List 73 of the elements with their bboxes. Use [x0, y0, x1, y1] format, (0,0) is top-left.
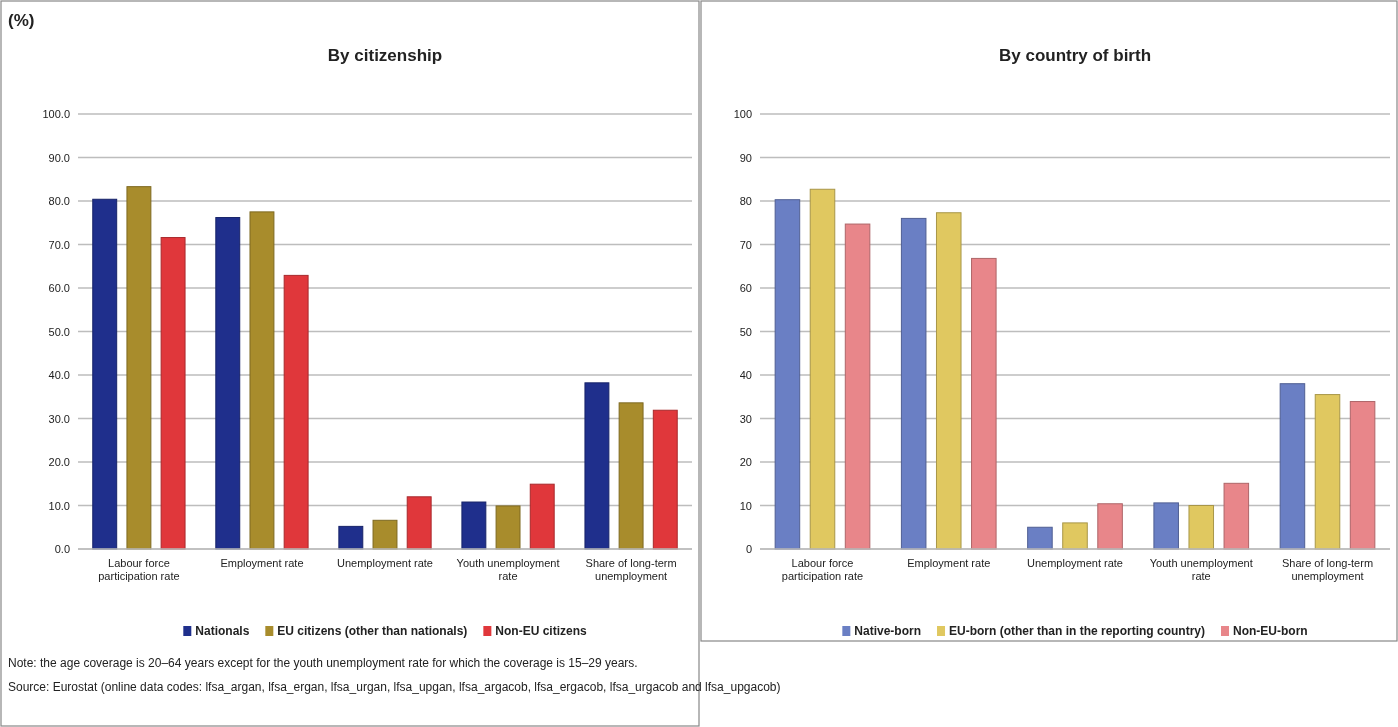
bar [495, 505, 521, 550]
x-tick-label: Youth unemployment rate [456, 556, 560, 583]
y-tick-label: 50.0 [48, 325, 70, 338]
legend-label: EU-born (other than in the reporting country) [949, 624, 1206, 638]
bar [1188, 505, 1215, 550]
bar [1314, 394, 1341, 550]
bar [160, 237, 186, 550]
legend-label: Nationals [195, 624, 250, 638]
y-tick-label: 30 [739, 412, 752, 425]
bar [1153, 502, 1179, 550]
bar [529, 483, 555, 550]
bar [126, 186, 152, 550]
legend-label: Native-born [854, 624, 922, 638]
bar [1097, 503, 1123, 550]
x-tick-label: Youth unemployment rate [1149, 556, 1253, 583]
bar [249, 211, 275, 550]
y-tick-label: 40.0 [48, 369, 70, 382]
y-tick-label: 90.0 [48, 151, 70, 164]
chart-title: By citizenship [327, 46, 443, 65]
bar [461, 501, 487, 550]
bar [809, 188, 836, 550]
legend-label: Non-EU citizens [495, 624, 588, 638]
x-tick-label: Share of long-term unemployment [1281, 556, 1374, 583]
y-tick-label: 90 [739, 151, 752, 164]
y-tick-label: 50 [739, 325, 752, 338]
y-tick-label: 0.0 [54, 543, 70, 556]
bar [971, 257, 997, 550]
bar [283, 274, 309, 550]
bar [1349, 401, 1376, 550]
x-tick-label: Unemployment rate [1027, 556, 1123, 569]
bar [92, 198, 118, 550]
legend-label: EU citizens (other than nationals) [277, 624, 468, 638]
x-tick-label: Labour force participation rate [98, 556, 180, 583]
bar [372, 519, 398, 550]
y-tick-label: 0 [745, 543, 752, 556]
y-tick-label: 100 [733, 108, 752, 121]
bar [1223, 482, 1250, 550]
bar [584, 382, 610, 550]
bar [935, 212, 962, 550]
bar [618, 402, 644, 550]
bar [774, 199, 801, 550]
source-note: Source: Eurostat (online data codes: lfsa_argan, lfsa_ergan, lfsa_urgan, lfsa_upgan, lfsa_argacob, lfsa_ergacob, lfsa_urgacob and lfsa_upgacob) [8, 680, 781, 694]
y-tick-label: 80.0 [48, 195, 70, 208]
bar [900, 217, 927, 550]
y-tick-label: 80 [739, 195, 752, 208]
chart-title: By country of birth [998, 46, 1152, 65]
y-tick-label: 100.0 [42, 108, 70, 121]
y-tick-label: 60 [739, 282, 752, 295]
y-tick-label: 20 [739, 456, 752, 469]
bar [652, 409, 678, 550]
y-tick-label: 10.0 [48, 499, 70, 512]
x-tick-label: Employment rate [907, 556, 991, 569]
y-tick-label: 70.0 [48, 238, 70, 251]
y-tick-label: 30.0 [48, 412, 70, 425]
bar [406, 496, 432, 550]
x-tick-label: Employment rate [220, 556, 304, 569]
bar [1279, 383, 1306, 550]
y-tick-label: 20.0 [48, 456, 70, 469]
bar [844, 223, 871, 550]
x-tick-label: Labour force participation rate [781, 556, 864, 583]
bar [215, 217, 241, 550]
y-tick-label: 40 [739, 369, 752, 382]
text: Note: the age coverage is 20–64 years except for the youth unemployment rate for which the coverage is 15–29 years. [8, 656, 638, 670]
y-axis-title: (%) [8, 11, 35, 30]
legend-label: Non-EU-born [1233, 624, 1308, 638]
x-tick-label: Unemployment rate [337, 556, 433, 569]
bar [1027, 526, 1053, 550]
y-tick-label: 60.0 [48, 282, 70, 295]
bar [338, 525, 364, 550]
x-tick-label: Share of long-term unemployment [585, 556, 677, 583]
bar [1062, 522, 1088, 550]
y-tick-label: 70 [739, 238, 752, 251]
y-tick-label: 10 [739, 499, 752, 512]
